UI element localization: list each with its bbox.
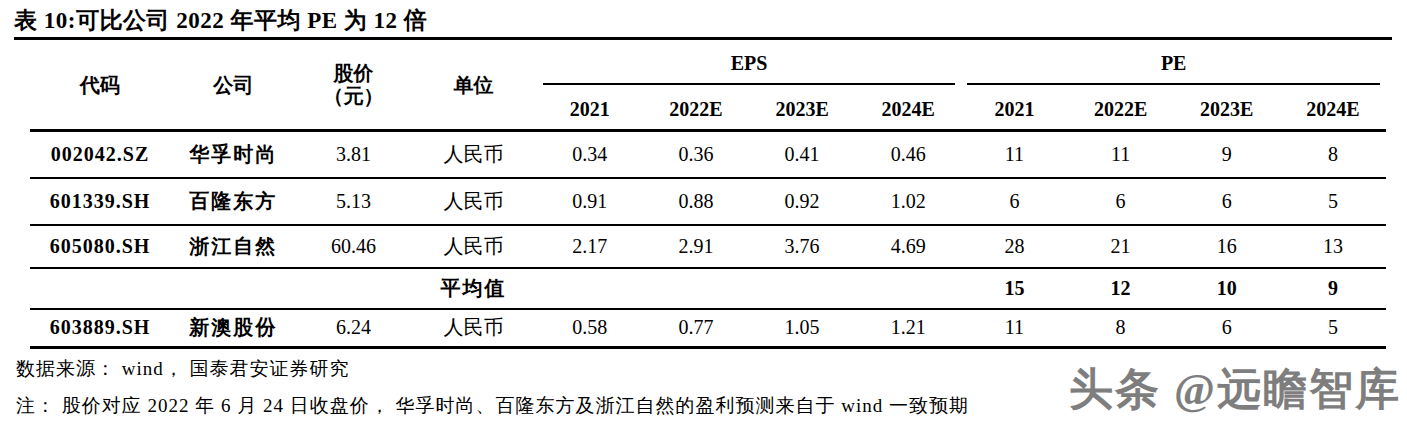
header-eps-2022e: 2022E [643,90,749,130]
header-group-row: 代码 公司 股价 （元） 单位 EPS PE [30,42,1386,90]
cell-pe-2023e: 6 [1174,178,1280,225]
cell-pe-2024e: 5 [1280,178,1386,225]
cell-pe-2022e: 8 [1067,309,1173,348]
cell-empty [643,268,749,309]
cell-unit: 人民币 [411,225,537,268]
cell-company: 新澳股份 [170,309,296,348]
header-price-line2: （元） [323,85,383,107]
cell-average-label: 平均值 [411,268,537,309]
header-pe-label: PE [967,48,1380,85]
cell-eps-2023e: 3.76 [749,225,855,268]
header-eps-2023e: 2023E [749,90,855,130]
cell-eps-2021: 0.91 [537,178,643,225]
header-company: 公司 [170,42,296,130]
header-pe-2024e: 2024E [1280,90,1386,130]
cell-pe-2021: 28 [961,225,1067,268]
cell-eps-2024e: 1.21 [855,309,961,348]
cell-pe-2022e: 6 [1067,178,1173,225]
cell-eps-2023e: 1.05 [749,309,855,348]
cell-avg-pe-2024e: 9 [1280,268,1386,309]
cell-code: 603889.SH [30,309,170,348]
cell-pe-2021: 11 [961,309,1067,348]
cell-price: 60.46 [296,225,410,268]
cell-eps-2022e: 0.88 [643,178,749,225]
cell-price: 5.13 [296,178,410,225]
cell-avg-pe-2023e: 10 [1174,268,1280,309]
cell-empty [749,268,855,309]
cell-pe-2022e: 21 [1067,225,1173,268]
header-eps-group: EPS [537,42,962,90]
cell-empty [296,268,410,309]
header-unit: 单位 [411,42,537,130]
cell-avg-pe-2021: 15 [961,268,1067,309]
cell-eps-2021: 0.58 [537,309,643,348]
table-row-xinao: 603889.SH 新澳股份 6.24 人民币 0.58 0.77 1.05 1… [30,309,1386,348]
cell-code: 605080.SH [30,225,170,268]
cell-pe-2023e: 9 [1174,130,1280,178]
header-price-line1: 股价 [333,62,373,84]
cell-code: 002042.SZ [30,130,170,178]
table-title: 表 10:可比公司 2022 年平均 PE 为 12 倍 [14,5,427,36]
comparable-companies-table: 代码 公司 股价 （元） 单位 EPS PE 2021 2022E 2023E … [30,42,1386,349]
cell-unit: 人民币 [411,309,537,348]
cell-pe-2021: 6 [961,178,1067,225]
footnote-text: 注： 股价对应 2022 年 6 月 24 日收盘价， 华孚时尚、百隆东方及浙江… [16,393,969,419]
header-pe-2022e: 2022E [1067,90,1173,130]
cell-eps-2022e: 2.91 [643,225,749,268]
table-row-huafu: 002042.SZ 华孚时尚 3.81 人民币 0.34 0.36 0.41 0… [30,130,1386,178]
header-code: 代码 [30,42,170,130]
cell-eps-2021: 0.34 [537,130,643,178]
cell-company: 百隆东方 [170,178,296,225]
cell-pe-2022e: 11 [1067,130,1173,178]
report-table-page: 表 10:可比公司 2022 年平均 PE 为 12 倍 代码 公司 股价 （元… [0,0,1407,427]
cell-pe-2023e: 6 [1174,309,1280,348]
cell-eps-2024e: 1.02 [855,178,961,225]
cell-empty [170,268,296,309]
header-eps-2024e: 2024E [855,90,961,130]
cell-eps-2024e: 0.46 [855,130,961,178]
header-price: 股价 （元） [296,42,410,130]
cell-company: 浙江自然 [170,225,296,268]
cell-unit: 人民币 [411,130,537,178]
cell-empty [30,268,170,309]
cell-avg-pe-2022e: 12 [1067,268,1173,309]
cell-company: 华孚时尚 [170,130,296,178]
title-rule [14,37,1392,40]
cell-eps-2023e: 0.92 [749,178,855,225]
header-pe-2023e: 2023E [1174,90,1280,130]
cell-code: 601339.SH [30,178,170,225]
cell-price: 6.24 [296,309,410,348]
cell-pe-2024e: 13 [1280,225,1386,268]
data-source-text: 数据来源： wind， 国泰君安证券研究 [16,356,350,382]
cell-pe-2021: 11 [961,130,1067,178]
header-eps-2021: 2021 [537,90,643,130]
cell-unit: 人民币 [411,178,537,225]
cell-pe-2024e: 8 [1280,130,1386,178]
cell-eps-2022e: 0.77 [643,309,749,348]
cell-empty [537,268,643,309]
header-pe-group: PE [961,42,1386,90]
watermark-text: 头条 @远瞻智库 [1069,360,1401,419]
cell-empty [855,268,961,309]
cell-eps-2021: 2.17 [537,225,643,268]
cell-eps-2024e: 4.69 [855,225,961,268]
cell-price: 3.81 [296,130,410,178]
table-row-zhejiang: 605080.SH 浙江自然 60.46 人民币 2.17 2.91 3.76 … [30,225,1386,268]
cell-eps-2023e: 0.41 [749,130,855,178]
header-pe-2021: 2021 [961,90,1067,130]
table-row-bailong: 601339.SH 百隆东方 5.13 人民币 0.91 0.88 0.92 1… [30,178,1386,225]
cell-pe-2024e: 5 [1280,309,1386,348]
cell-eps-2022e: 0.36 [643,130,749,178]
header-eps-label: EPS [543,48,956,85]
cell-pe-2023e: 16 [1174,225,1280,268]
table-row-average: 平均值 15 12 10 9 [30,268,1386,309]
